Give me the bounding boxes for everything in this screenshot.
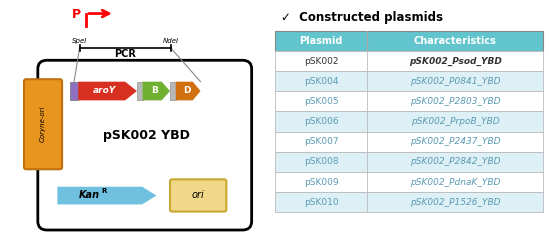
Bar (275, 192, 544, 212)
FancyBboxPatch shape (24, 79, 62, 169)
Bar (275, 31, 544, 51)
Bar (275, 51, 544, 71)
Bar (275, 152, 544, 172)
Bar (275, 132, 544, 152)
Text: pSK005: pSK005 (304, 97, 339, 106)
Text: pSK002_P2842_YBD: pSK002_P2842_YBD (410, 157, 501, 166)
Text: NdeI: NdeI (163, 38, 179, 44)
Text: ori: ori (192, 190, 205, 200)
Text: pSK002 YBD: pSK002 YBD (103, 129, 189, 142)
Text: Kan: Kan (79, 190, 100, 200)
FancyBboxPatch shape (170, 179, 226, 212)
Text: ✓  Constructed plasmids: ✓ Constructed plasmids (281, 11, 443, 24)
FancyArrow shape (58, 187, 156, 204)
Bar (137, 82, 143, 100)
Text: pSK002_Psod_YBD: pSK002_Psod_YBD (409, 56, 502, 66)
Text: P: P (72, 8, 81, 21)
Text: pSK002: pSK002 (304, 57, 339, 65)
Bar (70, 82, 79, 100)
Text: Plasmid: Plasmid (300, 36, 343, 46)
Text: PCR: PCR (114, 49, 136, 59)
Text: aroY: aroY (93, 86, 116, 94)
Text: R: R (101, 188, 107, 194)
Text: pSK004: pSK004 (304, 77, 339, 86)
Text: pSK002_PrpoB_YBD: pSK002_PrpoB_YBD (411, 117, 500, 126)
Text: pSK007: pSK007 (304, 137, 339, 146)
Text: Coryne-ori: Coryne-ori (40, 106, 46, 142)
Text: B: B (152, 86, 158, 94)
Text: D: D (183, 86, 191, 94)
FancyArrow shape (176, 82, 200, 100)
Text: pSK002_P2803_YBD: pSK002_P2803_YBD (410, 97, 501, 106)
Bar (275, 91, 544, 111)
Text: pSK002_PdnaK_YBD: pSK002_PdnaK_YBD (410, 178, 501, 186)
Text: pSK008: pSK008 (304, 157, 339, 166)
Text: pSK002_P0841_YBD: pSK002_P0841_YBD (410, 77, 501, 86)
Text: pSK002_P2437_YBD: pSK002_P2437_YBD (410, 137, 501, 146)
Text: pSK006: pSK006 (304, 117, 339, 126)
Text: SpeI: SpeI (72, 38, 87, 44)
Text: pSK009: pSK009 (304, 178, 339, 186)
Text: pSK002_P1526_YBD: pSK002_P1526_YBD (410, 198, 501, 207)
Bar (275, 111, 544, 132)
Text: Characteristics: Characteristics (414, 36, 497, 46)
Bar (275, 71, 544, 91)
FancyArrow shape (143, 82, 170, 100)
Text: pSK010: pSK010 (304, 198, 339, 207)
Bar (275, 172, 544, 192)
FancyArrow shape (79, 82, 137, 100)
Bar (170, 82, 176, 100)
